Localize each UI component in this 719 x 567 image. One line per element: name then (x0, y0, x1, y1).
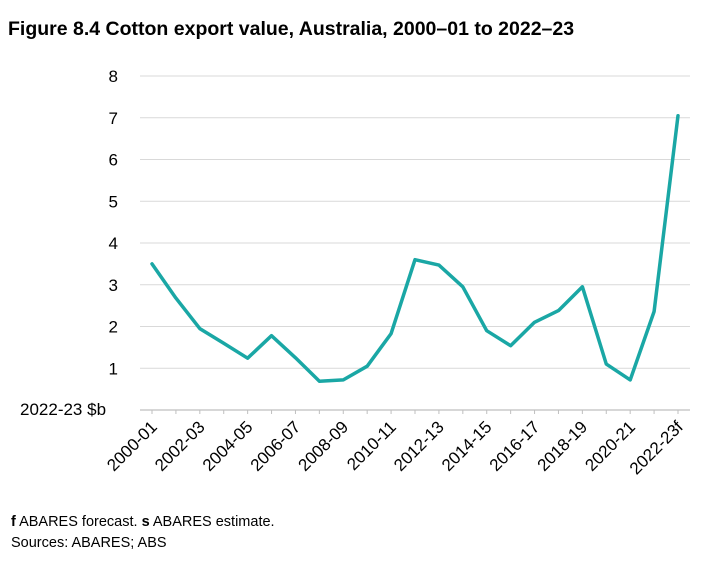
data-point (605, 362, 608, 366)
series-line-0 (150, 113, 680, 383)
y-tick-label: 5 (109, 192, 118, 211)
x-tick-label: 2022-23f (626, 417, 687, 478)
data-point (365, 364, 369, 368)
y-tick-label: 6 (109, 151, 118, 170)
x-tick-label: 2000-01 (103, 417, 161, 475)
x-tick-label: 2004-05 (199, 417, 257, 475)
gridlines (140, 75, 690, 369)
chart-notes: f ABARES forecast. s ABARES estimate. So… (11, 512, 275, 554)
data-point (389, 332, 393, 335)
note-s-text: ABARES estimate. (149, 514, 275, 530)
data-point (581, 285, 584, 289)
data-point (222, 342, 225, 345)
y-tick-label: 7 (109, 109, 118, 128)
x-tick-label: 2010-11 (343, 417, 400, 474)
data-point (198, 327, 202, 330)
x-axis: 2000-012002-032004-052006-072008-092010-… (103, 409, 690, 478)
x-tick-label: 2006-07 (247, 417, 305, 475)
data-point (628, 378, 632, 382)
y-tick-label: 2 (109, 318, 118, 337)
data-point (246, 357, 249, 360)
data-point (557, 309, 560, 312)
data-point (437, 263, 441, 267)
sources-note: Sources: ABARES; ABS (11, 535, 167, 551)
x-tick-label: 2012-13 (390, 417, 448, 475)
y-tick-label: 4 (109, 234, 118, 253)
x-tick-label: 2018-19 (534, 417, 592, 475)
x-tick-label: 2002-03 (151, 417, 209, 475)
note-f-marker: f (11, 514, 16, 530)
data-point (294, 356, 297, 360)
y-tick-label: 3 (109, 276, 118, 295)
x-tick-label: 2014-15 (438, 417, 496, 475)
data-point (150, 262, 154, 266)
data-point (676, 114, 680, 117)
data-point (461, 285, 465, 289)
note-f-text: ABARES forecast. (15, 514, 142, 530)
y-tick-label: 8 (109, 67, 118, 86)
note-s-marker: s (141, 514, 150, 530)
data-point (318, 379, 321, 383)
series-group (150, 113, 680, 383)
line-chart: 1 2 3 4 5 6 7 8 2000-012002-032004-052006-07200… (20, 67, 690, 478)
data-point (174, 296, 178, 300)
data-point (270, 334, 273, 337)
data-point (413, 258, 417, 261)
y-tick-label: 1 (109, 359, 118, 378)
x-tick-label: 2008-09 (295, 417, 353, 475)
data-point (652, 310, 656, 313)
y-axis-unit-label: 2022-23 $b (20, 400, 106, 419)
data-point (509, 344, 512, 347)
y-axis-ticks: 1 2 3 4 5 6 7 8 (109, 67, 118, 378)
chart-title: Figure 8.4 Cotton export value, Australi… (8, 18, 575, 40)
x-tick-label: 2016-17 (486, 417, 544, 475)
data-point (533, 321, 536, 324)
data-point (485, 329, 488, 332)
forecast-note: f ABARES forecast. s ABARES estimate. (11, 512, 275, 533)
data-point (342, 378, 345, 382)
